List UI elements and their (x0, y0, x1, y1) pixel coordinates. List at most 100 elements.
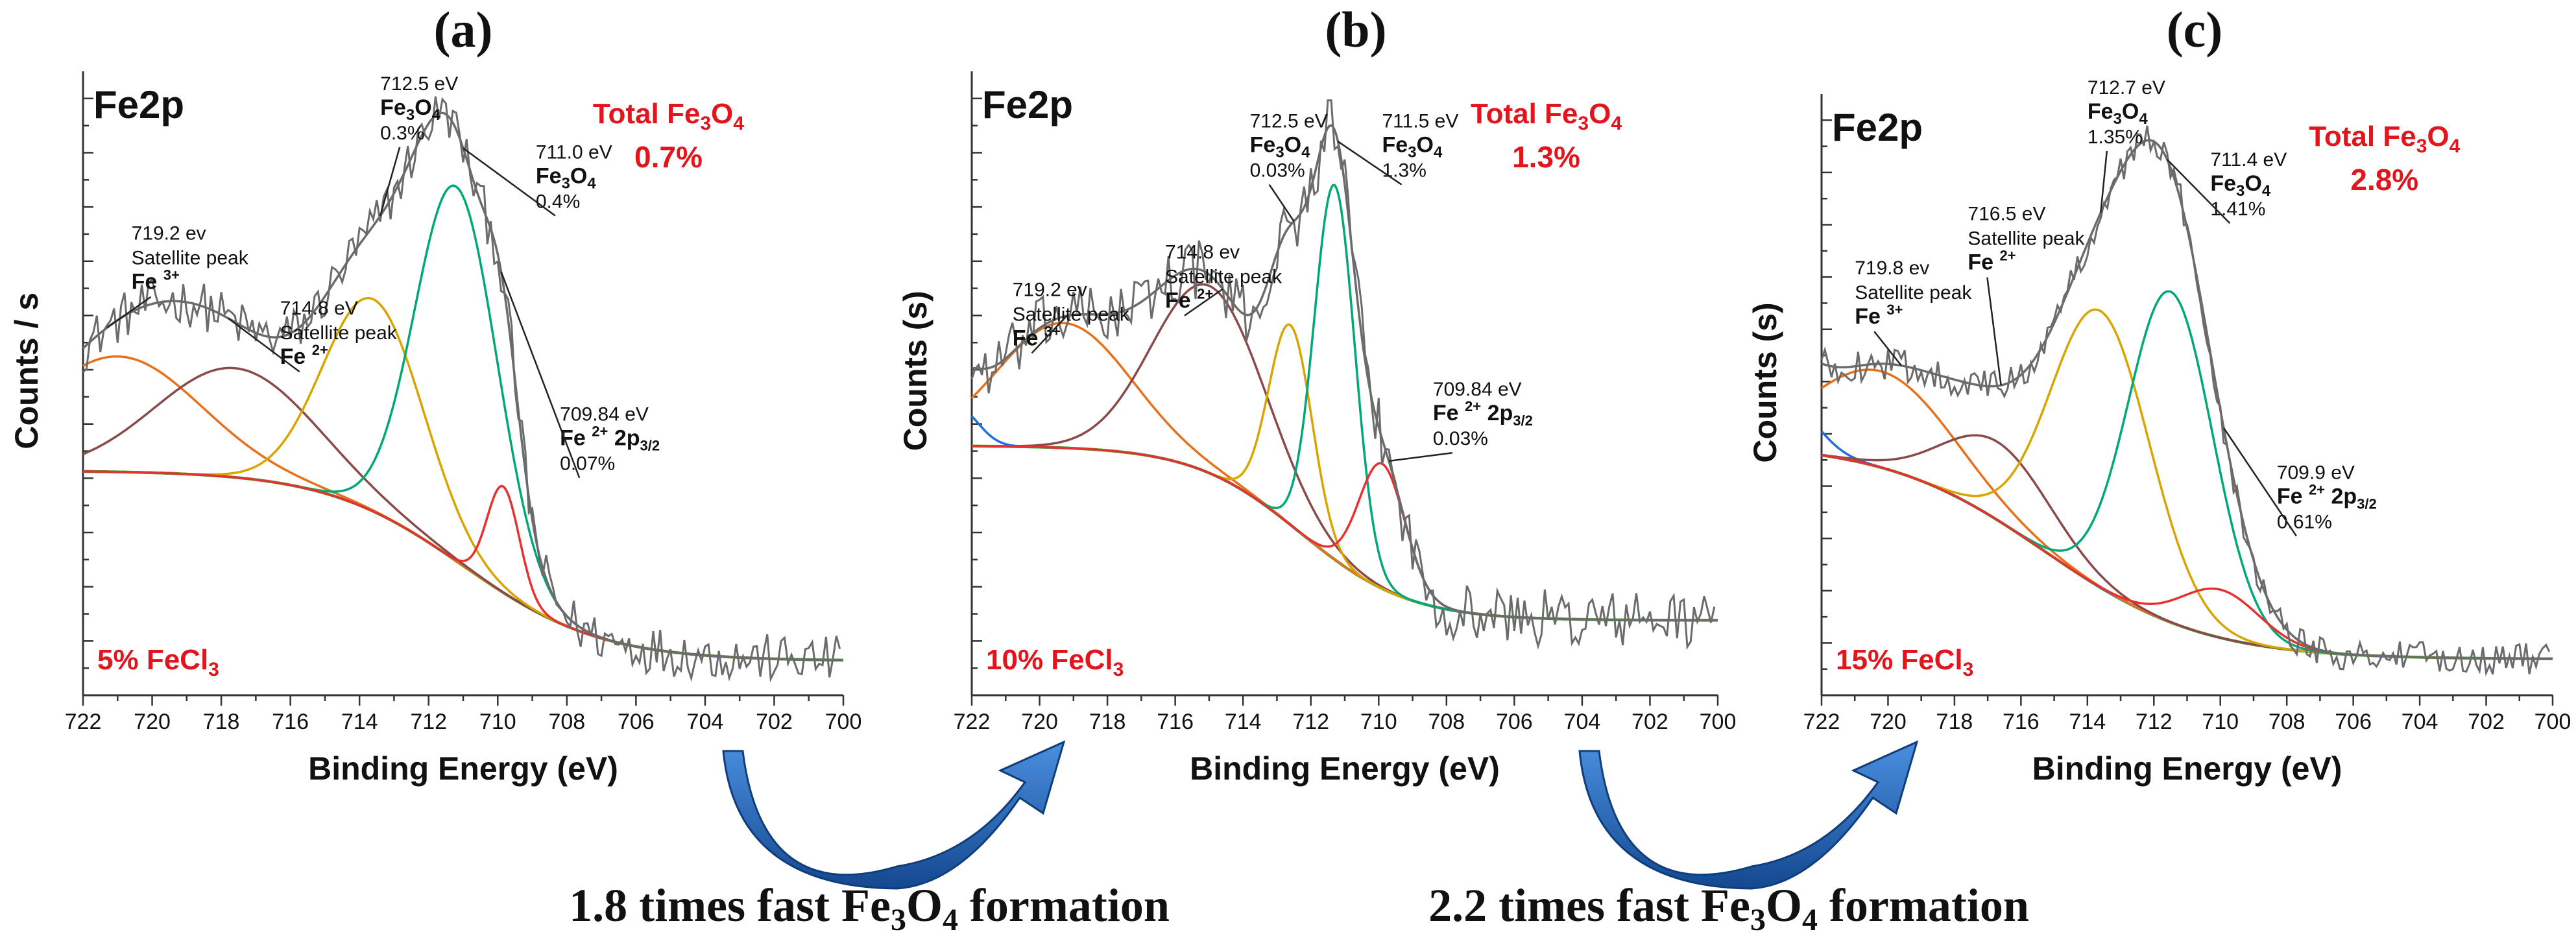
x-tick-label: 722 (954, 710, 991, 734)
annotation-line: Fe3O4 (1250, 133, 1311, 161)
annotation-leader (1337, 141, 1402, 185)
x-tick-label: 708 (1428, 710, 1465, 734)
x-tick-label: 720 (1021, 710, 1058, 734)
annotation-line: Fe 2+ (1165, 286, 1213, 313)
sample-label: 10% FeCl3 (986, 644, 1124, 680)
annotation-line: Fe3O4 (536, 164, 597, 193)
total-title: Total Fe3O4 (1471, 98, 1622, 134)
x-tick-label: 700 (825, 710, 862, 734)
x-tick-label: 720 (134, 710, 171, 734)
y-axis-label: Counts (s) (897, 291, 933, 451)
annotation-leader (227, 317, 300, 373)
raw-data-line (1820, 125, 2551, 676)
annotation-line: 712.5 eV (1250, 111, 1328, 132)
component-fe2_sat (972, 283, 1718, 622)
annotation-line: Fe 3+ (132, 267, 180, 294)
raw-data-line (82, 96, 841, 683)
annotation-line: 712.7 eV (2088, 77, 2165, 99)
annotation-line: 711.0 eV (536, 142, 612, 163)
annotation-line: 0.07% (560, 453, 615, 475)
x-tick-label: 704 (687, 710, 724, 734)
annotation-line: Satellite peak (1165, 267, 1282, 288)
annotation-leader (1873, 331, 1902, 366)
annotation-leader (1268, 184, 1295, 222)
x-tick-label: 716 (2003, 710, 2040, 734)
total-title: Total Fe3O4 (593, 98, 744, 134)
component-fe3o4_a (83, 296, 843, 662)
panel-2: (c) 722 720 718 716 714 712 710 708 706 704 702 700 B… (1747, 1, 2571, 787)
annotation-line: 0.3% (380, 123, 424, 144)
annotation-line: 719.8 ev (1855, 257, 1929, 279)
x-tick-label: 722 (1803, 710, 1840, 734)
annotation-line: 709.84 eV (1433, 379, 1522, 400)
raw-data-line (970, 99, 1716, 650)
annotation-leader (1986, 277, 2002, 386)
component-fe3o4_b (1821, 290, 2553, 660)
annotation-line: 711.4 eV (2210, 149, 2287, 171)
x-tick-label: 700 (2534, 710, 2571, 734)
x-axis-label: Binding Energy (eV) (1190, 750, 1500, 787)
envelope-line (1821, 139, 2553, 660)
envelope-line (971, 124, 1718, 622)
annotation-line: 0.61% (2277, 511, 2332, 532)
annotation-line: Fe3O4 (1382, 133, 1443, 161)
annotation-line: Fe 2+ 2p3/2 (1433, 398, 1533, 429)
x-tick-label: 708 (2269, 710, 2305, 734)
annotation-line: 716.5 eV (1968, 204, 2045, 225)
x-tick-label: 700 (1700, 710, 1737, 734)
component-fe3_sat (970, 322, 1718, 622)
x-tick-label: 716 (272, 710, 309, 734)
annotation-leader (2222, 427, 2297, 536)
annotation-line: 719.2 ev (1013, 279, 1087, 300)
total-value: 2.8% (2350, 163, 2418, 197)
x-tick-label: 706 (2335, 710, 2372, 734)
annotation-line: Satellite peak (132, 248, 249, 269)
component-fe3_sat (1821, 368, 2553, 660)
annotation-line: 714.8 eV (280, 298, 358, 319)
component-fe2_sat (82, 366, 843, 662)
annotation-line: Fe 3+ (1855, 302, 1903, 329)
annotation-line: Satellite peak (1855, 282, 1972, 304)
y-axis-label: Counts / s (8, 292, 45, 449)
element-label: Fe2p (93, 83, 184, 126)
annotation-line: Satellite peak (1013, 304, 1130, 325)
x-tick-label: 702 (1631, 710, 1668, 734)
x-tick-label: 710 (2202, 710, 2239, 734)
x-tick-label: 712 (410, 710, 447, 734)
panel-letter: (a) (434, 1, 493, 58)
x-tick-label: 722 (65, 710, 102, 734)
annotation-leader (463, 147, 556, 217)
panels: (a) 722 720 718 716 714 712 710 708 706 704 702 700 B… (8, 1, 2571, 787)
annotation-line: 0.03% (1250, 160, 1305, 182)
comparison-text: 2.2 times fast Fe3O4 formation (1428, 879, 2029, 937)
annotation-line: 709.84 eV (560, 404, 649, 425)
annotation-leader (1031, 315, 1068, 354)
annotation-line: 711.5 eV (1382, 111, 1459, 132)
x-tick-label: 714 (1225, 710, 1262, 734)
annotation-line: 714.8 ev (1165, 242, 1240, 263)
annotation-line: Fe3O4 (2210, 171, 2271, 200)
annotation-line: Fe 2+ (1968, 248, 2016, 275)
annotation-line: 712.5 eV (380, 73, 458, 95)
annotation-line: Fe3O4 (2088, 99, 2149, 128)
annotation-leader (1184, 288, 1223, 316)
annotation-line: Fe 2+ 2p3/2 (560, 424, 660, 454)
component-extra_blue (1820, 430, 2553, 660)
x-tick-label: 718 (1936, 710, 1973, 734)
x-tick-label: 712 (2136, 710, 2173, 734)
annotation-line: Fe 2+ 2p3/2 (2277, 481, 2377, 512)
x-tick-label: 710 (479, 710, 516, 734)
y-axis-label: Counts (s) (1747, 302, 1783, 462)
panel-0: (a) 722 720 718 716 714 712 710 708 706 704 702 700 B… (8, 1, 861, 787)
